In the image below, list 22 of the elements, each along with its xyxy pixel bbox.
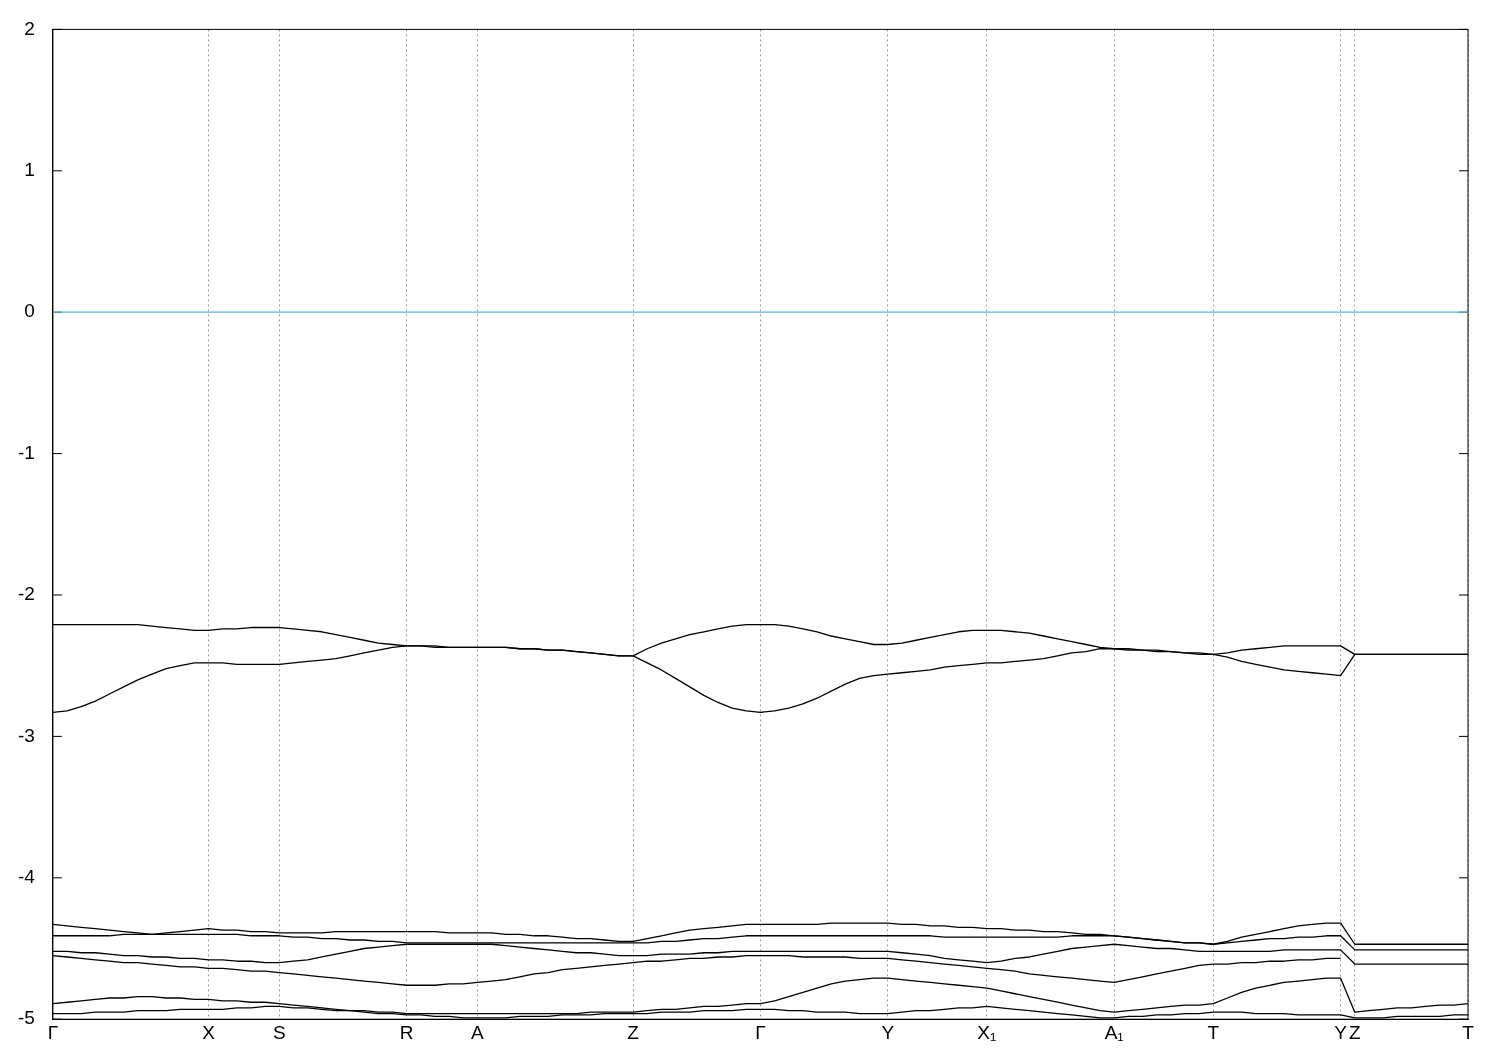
y-tick-label: -1 xyxy=(17,441,35,463)
x-tick-label: Γ xyxy=(755,1021,766,1043)
x-tick-label: A xyxy=(471,1021,485,1043)
x-tick-label: X₁ xyxy=(977,1021,997,1043)
x-tick-label: Z xyxy=(1348,1021,1361,1043)
x-tick-label: S xyxy=(272,1021,286,1043)
x-tick-label: Z xyxy=(627,1021,640,1043)
y-tick-label: 0 xyxy=(24,300,35,322)
x-tick-label: X xyxy=(202,1021,216,1043)
x-tick-label: Y xyxy=(881,1021,895,1043)
x-tick-label: Γ xyxy=(47,1021,59,1043)
y-tick-label: 1 xyxy=(24,159,35,181)
x-tick-label: T xyxy=(1207,1021,1220,1043)
y-tick-label: 2 xyxy=(24,17,35,39)
x-tick-label: T xyxy=(1462,1021,1475,1043)
y-tick-label: -5 xyxy=(17,1007,35,1029)
x-tick-label: R xyxy=(399,1021,414,1043)
x-tick-label: Y xyxy=(1334,1021,1348,1043)
x-tick-label: A₁ xyxy=(1104,1021,1124,1043)
y-tick-label: -2 xyxy=(17,583,35,605)
y-tick-label: -3 xyxy=(17,724,35,746)
y-tick-label: -4 xyxy=(17,866,36,888)
